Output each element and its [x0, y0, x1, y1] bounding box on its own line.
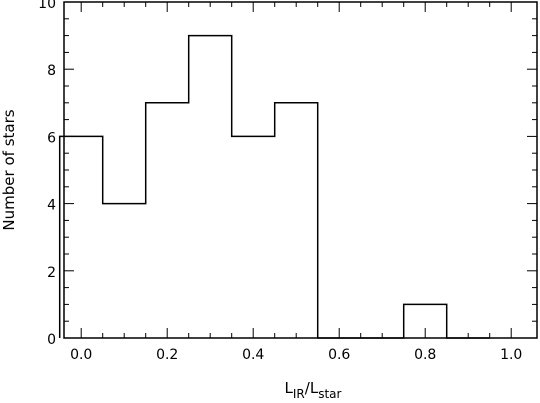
x-tick-label: 0.2 — [156, 347, 178, 363]
x-tick-label: 0.0 — [70, 347, 92, 363]
y-tick-label: 4 — [47, 198, 56, 214]
y-tick-label: 10 — [38, 0, 56, 12]
x-tick-label: 0.8 — [414, 347, 436, 363]
major-ticks — [64, 1, 537, 339]
x-tick-label: 1.0 — [500, 347, 522, 363]
y-tick-labels: 0 2 4 6 8 10 — [38, 0, 56, 348]
x-tick-label: 0.4 — [242, 347, 264, 363]
y-tick-label: 2 — [47, 265, 56, 281]
histogram-series — [58, 34, 490, 339]
y-tick-label: 6 — [47, 130, 56, 146]
y-tick-label: 0 — [47, 332, 56, 348]
y-tick-label: 8 — [47, 63, 56, 79]
x-tick-label: 0.6 — [328, 347, 350, 363]
plot-frame — [63, 1, 538, 339]
x-axis-label: LIR/Lstar — [285, 379, 342, 401]
y-axis-label: Number of stars — [0, 109, 18, 230]
minor-ticks — [64, 2, 537, 338]
x-tick-labels: 0.0 0.2 0.4 0.6 0.8 1.0 — [70, 347, 522, 363]
